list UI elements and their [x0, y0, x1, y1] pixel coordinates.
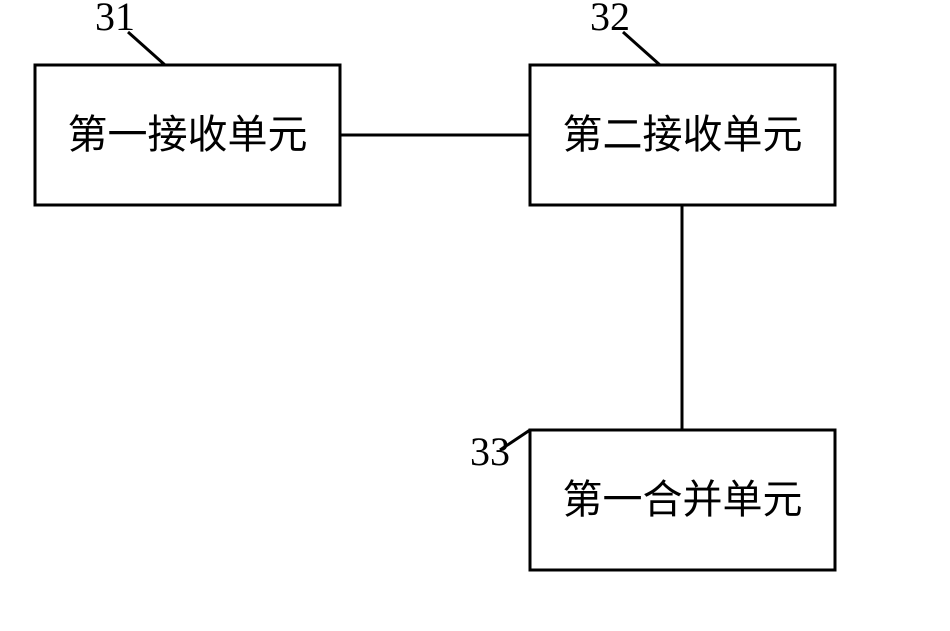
ref-label: 33 — [470, 429, 510, 474]
node-n32: 第二接收单元 — [530, 65, 835, 205]
node-label: 第一合并单元 — [563, 477, 803, 522]
node-n31: 第一接收单元 — [35, 65, 340, 205]
ref-label: 31 — [95, 0, 135, 39]
node-n33: 第一合并单元 — [530, 430, 835, 570]
node-label: 第二接收单元 — [563, 112, 803, 157]
node-label: 第一接收单元 — [68, 112, 308, 157]
ref-label: 32 — [590, 0, 630, 39]
